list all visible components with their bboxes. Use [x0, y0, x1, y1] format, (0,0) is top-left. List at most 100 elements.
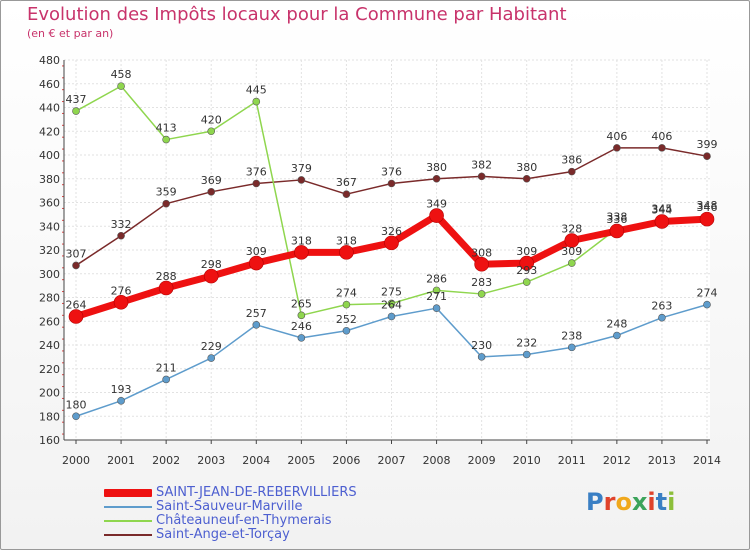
- data-point: [567, 343, 576, 352]
- data-point: [609, 223, 625, 239]
- data-label: 309: [561, 245, 582, 258]
- logo-letter: i: [667, 488, 676, 516]
- data-point: [252, 179, 261, 188]
- legend-label: Saint-Sauveur-Marville: [156, 499, 303, 514]
- y-tick-label: 300: [39, 268, 60, 281]
- y-tick-label: 220: [39, 363, 60, 376]
- data-point: [252, 321, 261, 329]
- y-tick-label: 400: [39, 149, 60, 162]
- y-tick-label: 380: [39, 173, 60, 186]
- data-label: 406: [606, 130, 627, 143]
- data-point: [522, 174, 531, 183]
- data-label: 458: [111, 68, 132, 81]
- data-label: 332: [111, 218, 132, 231]
- data-point: [387, 312, 396, 321]
- data-label: 275: [381, 285, 402, 298]
- legend-label: Châteauneuf-en-Thymerais: [156, 513, 332, 528]
- data-label: 248: [606, 318, 627, 331]
- data-label: 298: [201, 258, 222, 271]
- data-point: [117, 231, 125, 240]
- data-label: 271: [426, 290, 447, 303]
- data-label: 274: [336, 287, 357, 300]
- x-tick-label: 2002: [152, 454, 180, 467]
- data-label: 265: [291, 297, 312, 310]
- data-label: 211: [156, 361, 177, 374]
- data-point: [658, 144, 666, 152]
- data-point: [248, 255, 264, 271]
- data-label: 274: [697, 287, 718, 300]
- chart-title: Evolution des Impôts locaux pour la Comm…: [27, 4, 567, 25]
- data-label: 309: [246, 245, 267, 258]
- data-label: 349: [426, 198, 447, 211]
- data-label: 382: [471, 158, 492, 171]
- data-point: [162, 199, 170, 208]
- data-label: 293: [516, 264, 537, 277]
- data-label: 180: [66, 398, 87, 411]
- y-tick-label: 180: [39, 410, 60, 423]
- y-tick-label: 420: [39, 125, 60, 138]
- data-label: 406: [651, 130, 672, 143]
- data-point: [162, 375, 170, 384]
- data-label: 232: [516, 337, 537, 350]
- data-label: 264: [381, 299, 402, 312]
- data-label: 318: [336, 234, 357, 247]
- data-label: 369: [201, 174, 222, 187]
- data-point: [207, 354, 216, 362]
- y-tick-label: 200: [39, 387, 60, 400]
- x-tick-label: 2001: [107, 454, 135, 467]
- data-label: 420: [201, 113, 222, 126]
- data-point: [564, 233, 580, 248]
- y-tick-label: 240: [39, 339, 60, 352]
- legend-swatch: [104, 534, 152, 536]
- data-point: [432, 286, 441, 295]
- y-tick-label: 460: [39, 78, 60, 91]
- y-tick-label: 160: [39, 434, 60, 447]
- x-tick-label: 2000: [62, 454, 90, 467]
- y-tick-label: 320: [39, 244, 60, 257]
- x-tick-label: 2012: [603, 454, 631, 467]
- legend-label: SAINT-JEAN-DE-REBERVILLIERS: [156, 485, 357, 500]
- data-point: [113, 294, 129, 310]
- data-label: 344: [651, 204, 672, 217]
- data-label: 376: [246, 166, 267, 179]
- data-point: [477, 290, 486, 298]
- data-label: 445: [246, 84, 267, 97]
- data-point: [207, 127, 216, 136]
- data-label: 252: [336, 313, 357, 326]
- x-tick-label: 2003: [197, 454, 225, 467]
- data-label: 386: [561, 154, 582, 167]
- data-label: 288: [156, 270, 177, 283]
- data-point: [654, 214, 670, 229]
- y-tick-label: 440: [39, 102, 60, 115]
- data-label: 380: [426, 161, 447, 174]
- y-tick-label: 340: [39, 220, 60, 233]
- data-label: 276: [111, 284, 132, 297]
- legend-swatch: [104, 520, 152, 522]
- data-label: 308: [471, 246, 492, 259]
- data-label: 413: [156, 122, 177, 135]
- data-label: 379: [291, 162, 312, 175]
- x-tick-label: 2010: [513, 454, 541, 467]
- data-label: 264: [66, 299, 87, 312]
- x-tick-label: 2008: [423, 454, 451, 467]
- data-point: [158, 280, 174, 296]
- data-label: 263: [651, 300, 672, 313]
- data-label: 307: [66, 247, 87, 260]
- data-point: [342, 300, 351, 309]
- data-label: 399: [697, 138, 718, 151]
- x-tick-label: 2004: [242, 454, 270, 467]
- data-point: [474, 256, 489, 272]
- data-point: [294, 245, 309, 260]
- data-label: 309: [516, 245, 537, 258]
- data-point: [72, 107, 80, 115]
- data-point: [162, 135, 170, 144]
- data-point: [387, 179, 396, 188]
- data-label: 345: [651, 202, 672, 215]
- data-point: [522, 278, 531, 286]
- legend-swatch: [104, 506, 152, 508]
- x-tick-label: 2013: [648, 454, 676, 467]
- data-label: 380: [516, 161, 537, 174]
- data-point: [72, 412, 80, 421]
- data-label: 230: [471, 339, 492, 352]
- y-tick-label: 280: [39, 292, 60, 305]
